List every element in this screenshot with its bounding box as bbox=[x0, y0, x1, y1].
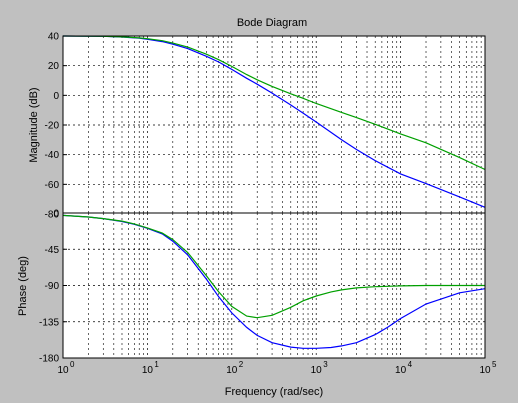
phase-ylabel: Phase (deg) bbox=[17, 256, 29, 316]
magnitude-y-tick-label: 0 bbox=[53, 91, 59, 102]
x-tick-label: 10 bbox=[311, 365, 323, 376]
phase-axes: 0 -45 -90 -135 -180 Phase (deg) bbox=[17, 209, 486, 365]
phase-y-tick-label: -180 bbox=[39, 354, 59, 365]
phase-y-tick-label: -135 bbox=[39, 317, 59, 328]
x-tick-exponent: 2 bbox=[239, 360, 244, 369]
x-tick-exponent: 0 bbox=[70, 360, 75, 369]
x-tick-label: 10 bbox=[395, 365, 407, 376]
phase-series-2-line bbox=[62, 214, 485, 319]
magnitude-series-2-line bbox=[62, 35, 486, 171]
chart-title: Bode Diagram bbox=[237, 17, 307, 29]
x-axis-label: Frequency (rad/sec) bbox=[225, 386, 323, 398]
magnitude-ylabel: Magnitude (dB) bbox=[28, 87, 40, 162]
phase-series bbox=[62, 214, 486, 349]
x-tick-exponent: 5 bbox=[492, 360, 497, 369]
magnitude-y-tick-label: 20 bbox=[48, 61, 60, 72]
magnitude-y-tick-label: -60 bbox=[45, 180, 60, 191]
phase-y-tick-label: 0 bbox=[53, 209, 59, 220]
x-tick-exponent: 1 bbox=[154, 360, 159, 369]
x-tick-label: 10 bbox=[142, 365, 154, 376]
magnitude-y-ticks: 40 20 0 -20 -40 -60 -80 bbox=[45, 32, 67, 221]
phase-y-tick-label: -90 bbox=[45, 281, 60, 292]
magnitude-axes: 40 20 0 -20 -40 -60 -80 Magnitude (dB) bbox=[28, 32, 486, 221]
magnitude-y-tick-label: 40 bbox=[48, 32, 60, 43]
x-tick-exponent: 3 bbox=[323, 360, 328, 369]
magnitude-y-tick-label: -20 bbox=[45, 121, 60, 132]
x-tick-label: 10 bbox=[226, 365, 238, 376]
phase-y-tick-label: -45 bbox=[45, 245, 60, 256]
magnitude-y-tick-label: -80 bbox=[45, 210, 60, 221]
magnitude-y-tick-label: -40 bbox=[45, 150, 60, 161]
x-tick-label: 10 bbox=[479, 365, 491, 376]
x-tick-exponent: 4 bbox=[408, 360, 413, 369]
x-tick-label: 10 bbox=[57, 365, 69, 376]
phase-y-ticks: 0 -45 -90 -135 -180 bbox=[39, 209, 67, 365]
magnitude-series bbox=[62, 35, 486, 208]
